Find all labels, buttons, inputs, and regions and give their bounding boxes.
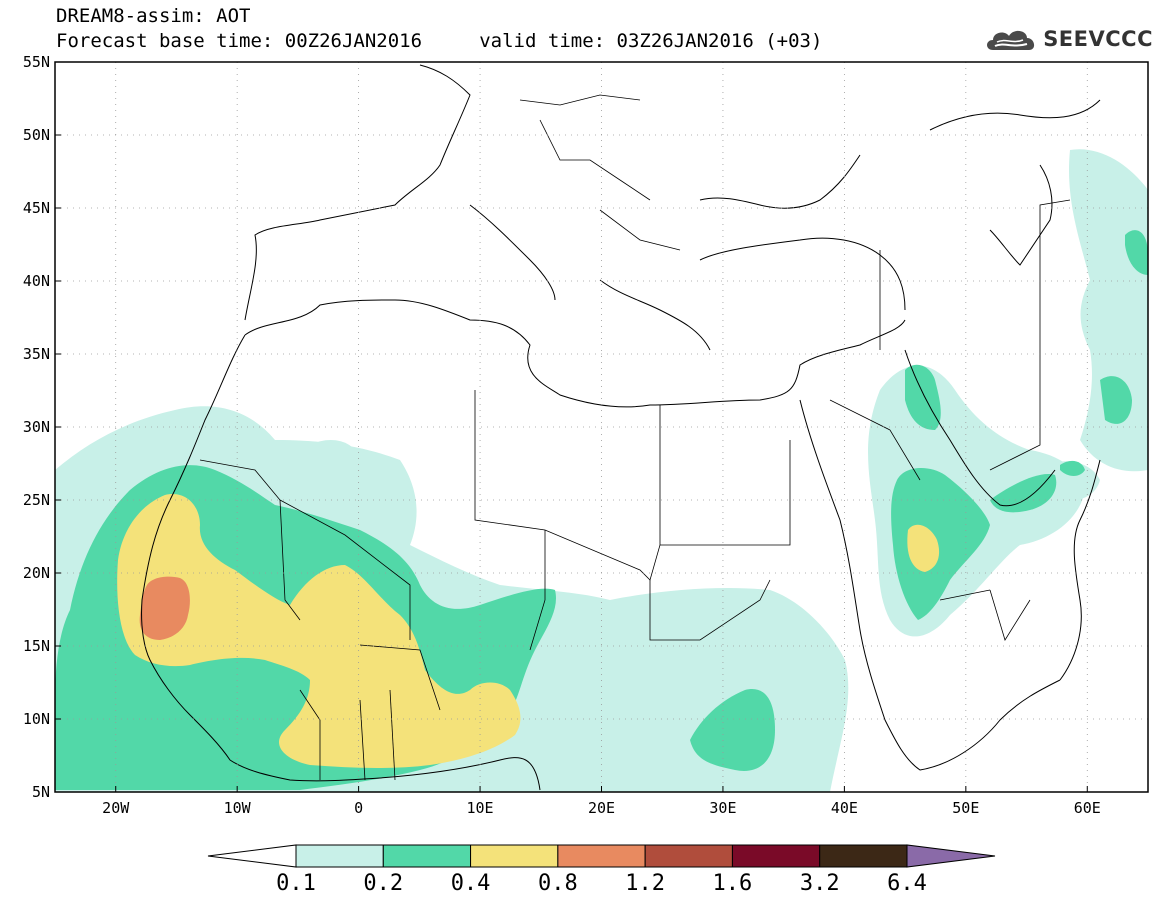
colorbar-level-label: 6.4 — [887, 871, 927, 896]
lon-label: 20E — [587, 799, 616, 817]
aot-shading — [55, 149, 1148, 792]
lat-label: 15N — [22, 637, 50, 655]
lon-label: 30E — [709, 799, 737, 817]
colorbar-level-label: 0.1 — [276, 871, 316, 896]
lon-label: 50E — [952, 799, 980, 817]
lat-label: 55N — [22, 53, 50, 71]
lat-label: 35N — [22, 345, 50, 363]
colorbar-level-label: 1.2 — [625, 871, 666, 896]
colorbar-cell — [382, 844, 472, 868]
lon-label: 20W — [102, 799, 130, 817]
logo-text: SEEVCCC — [1043, 27, 1153, 51]
colorbar-cell — [295, 844, 384, 868]
lon-label: 60E — [1073, 799, 1101, 817]
lat-label: 50N — [22, 126, 50, 144]
coastlines — [141, 64, 1101, 791]
gridlines — [55, 62, 1148, 792]
lat-label: 10N — [22, 710, 50, 728]
colorbar-level-label: 1.6 — [712, 871, 753, 896]
colorbar-upper-arrow — [906, 844, 996, 868]
colorbar-lower-arrow — [207, 844, 297, 868]
lon-label: 0 — [354, 799, 364, 817]
colorbar-cell — [557, 844, 646, 868]
colorbar-cell — [819, 844, 908, 868]
colorbar-cell — [470, 844, 559, 868]
colorbar-level-label: 3.2 — [799, 871, 840, 896]
colorbar-cell — [644, 844, 733, 868]
lat-label: 45N — [22, 199, 50, 217]
chart-subtitle: Forecast base time: 00Z26JAN2016 valid t… — [56, 30, 823, 52]
colorbar-cell — [731, 844, 821, 868]
lat-label: 5N — [31, 783, 50, 801]
lat-label: 40N — [22, 272, 50, 290]
aot-level-0.4 — [117, 494, 940, 769]
lat-label: 20N — [22, 564, 50, 582]
lon-label: 40E — [830, 799, 858, 817]
lon-label: 10E — [466, 799, 494, 817]
country-borders — [199, 94, 1071, 781]
seevccc-logo: SEEVCCC — [983, 22, 1153, 56]
axis-ticks — [55, 61, 1088, 793]
colorbar-level-label: 0.4 — [450, 871, 491, 896]
chart-title: DREAM8-assim: AOT — [56, 5, 251, 27]
colorbar-level-label: 0.8 — [537, 871, 578, 896]
lat-label: 30N — [22, 418, 50, 436]
colorbar-level-label: 0.2 — [363, 871, 404, 896]
cloud-icon — [987, 30, 1035, 50]
aot-level-0.8 — [139, 576, 190, 640]
lon-label: 10W — [223, 799, 251, 817]
lat-label: 25N — [22, 491, 50, 509]
